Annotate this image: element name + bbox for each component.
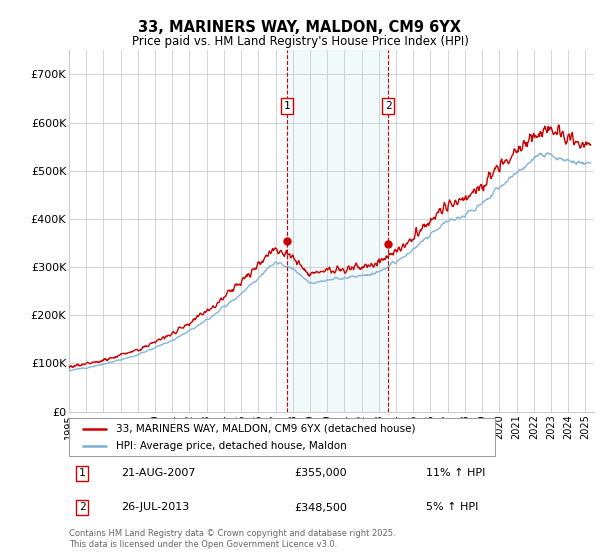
- Text: 1: 1: [283, 101, 290, 111]
- Text: 5% ↑ HPI: 5% ↑ HPI: [426, 502, 478, 512]
- Text: 26-JUL-2013: 26-JUL-2013: [121, 502, 190, 512]
- Text: £348,500: £348,500: [295, 502, 347, 512]
- Text: Price paid vs. HM Land Registry's House Price Index (HPI): Price paid vs. HM Land Registry's House …: [131, 35, 469, 48]
- Text: £355,000: £355,000: [295, 468, 347, 478]
- Text: 11% ↑ HPI: 11% ↑ HPI: [426, 468, 485, 478]
- Text: 33, MARINERS WAY, MALDON, CM9 6YX (detached house): 33, MARINERS WAY, MALDON, CM9 6YX (detac…: [116, 423, 415, 433]
- Text: 1: 1: [79, 468, 86, 478]
- Text: 21-AUG-2007: 21-AUG-2007: [121, 468, 196, 478]
- Text: 2: 2: [385, 101, 392, 111]
- Text: 33, MARINERS WAY, MALDON, CM9 6YX: 33, MARINERS WAY, MALDON, CM9 6YX: [139, 20, 461, 35]
- Text: HPI: Average price, detached house, Maldon: HPI: Average price, detached house, Mald…: [116, 441, 347, 451]
- Text: 2: 2: [79, 502, 86, 512]
- Text: Contains HM Land Registry data © Crown copyright and database right 2025.
This d: Contains HM Land Registry data © Crown c…: [69, 529, 395, 549]
- Bar: [287, 50, 388, 412]
